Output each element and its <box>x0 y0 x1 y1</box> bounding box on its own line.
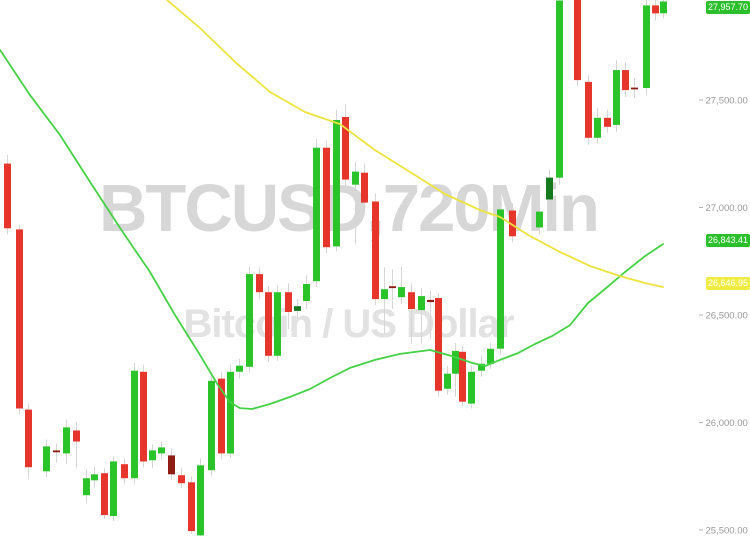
candle-body <box>585 81 592 138</box>
candle-body <box>509 210 516 237</box>
candle-body <box>218 378 225 454</box>
y-axis-label: 27,000.00 <box>706 203 748 214</box>
candle-body <box>285 292 292 312</box>
candle-body <box>613 70 620 125</box>
y-axis-label: 26,000.00 <box>706 418 748 429</box>
ma-green-line[interactable] <box>0 49 664 410</box>
last-price-value: 27,957.70 <box>707 1 749 12</box>
candle-body <box>121 464 128 479</box>
candle-body <box>435 298 442 391</box>
candle-body <box>168 455 175 475</box>
watermark-name: Bitcoin / US Dollar <box>183 302 515 346</box>
candle-body <box>342 117 349 180</box>
candle-body <box>140 371 147 462</box>
ma-yellow-line[interactable] <box>166 0 664 289</box>
ma-green-price-value: 26,843.41 <box>707 235 749 246</box>
candle-body <box>546 177 553 200</box>
candle-body <box>53 450 60 453</box>
candle-body <box>372 201 379 300</box>
candle-body <box>427 299 434 303</box>
candle-body <box>158 447 165 454</box>
candle-body <box>83 478 90 496</box>
candle-body <box>381 289 388 300</box>
candle-body <box>149 450 156 461</box>
candle-body <box>313 147 320 282</box>
candle-body <box>418 296 425 311</box>
candle-body <box>101 473 108 516</box>
candle-body <box>444 373 451 389</box>
ma-yellow-price-value: 26,646.95 <box>707 277 749 288</box>
candle-body <box>4 163 11 229</box>
candle-body <box>16 229 23 409</box>
candle-body <box>236 365 243 372</box>
candle-body <box>63 427 70 454</box>
candle-body <box>352 171 359 185</box>
candle-body <box>361 172 368 203</box>
candle-body <box>274 292 281 356</box>
last-price-badge: 27,957.70 <box>706 0 750 14</box>
candle-body <box>643 5 650 88</box>
candle-body <box>389 286 396 289</box>
ma-green-price-badge: 26,843.41 <box>706 234 750 248</box>
candle-body <box>408 292 415 309</box>
candle-body <box>604 117 611 127</box>
candle-body <box>631 87 638 90</box>
candle-body <box>594 117 601 138</box>
candle-body <box>197 465 204 536</box>
price-axis[interactable]: 27,500.00 27,000.00 26,500.00 26,000.00 25,5… <box>699 95 748 536</box>
candle-body <box>622 70 629 91</box>
candle-body <box>73 430 80 442</box>
candle-body <box>536 211 543 228</box>
candle-body <box>91 474 98 481</box>
candle-body <box>294 306 301 311</box>
candle-body <box>188 482 195 532</box>
candle-body <box>43 446 50 472</box>
candle-body <box>178 475 185 484</box>
candle-body <box>652 5 659 14</box>
candle-body <box>25 409 32 468</box>
candle-body <box>131 370 138 479</box>
candle-body <box>227 371 234 454</box>
candle-body <box>556 0 563 178</box>
candle-body <box>452 350 459 374</box>
ma-yellow-price-badge: 26,646.95 <box>706 276 750 290</box>
candle-body <box>459 351 466 402</box>
candles-layer <box>0 0 667 536</box>
y-axis-label: 25,500.00 <box>706 525 748 536</box>
candle-body <box>398 287 405 298</box>
candle-body <box>468 371 475 404</box>
candle-body <box>303 284 310 301</box>
candle-body <box>246 274 253 367</box>
candle-body <box>323 147 330 248</box>
candle-body <box>478 363 485 371</box>
candle-body <box>256 274 263 293</box>
candle-body <box>660 1 667 14</box>
y-axis-label: 26,500.00 <box>706 310 748 321</box>
y-axis-label: 27,500.00 <box>706 95 748 106</box>
watermark-symbol: BTCUSD,720Min <box>99 171 600 246</box>
candle-body <box>574 0 581 81</box>
candle-body <box>110 461 117 516</box>
candle-body <box>208 380 215 471</box>
candle-body <box>497 209 504 349</box>
candle-body <box>265 292 272 356</box>
candle-body <box>333 120 340 247</box>
candle-body <box>487 348 494 364</box>
